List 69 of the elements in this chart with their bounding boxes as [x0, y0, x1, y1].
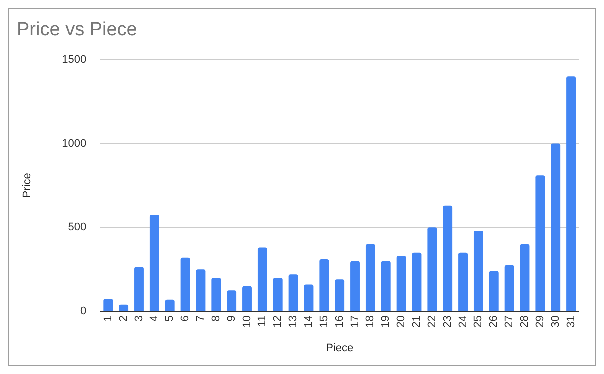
x-tick-label: 11: [256, 316, 269, 327]
x-tick-label: 7: [194, 316, 207, 322]
bar: [180, 258, 190, 312]
x-tick-label: 18: [364, 316, 377, 328]
bar: [227, 290, 237, 312]
bar: [366, 244, 376, 312]
bar: [536, 176, 546, 312]
bar: [428, 228, 438, 312]
bar: [489, 271, 499, 312]
bar: [212, 278, 222, 312]
bar: [566, 76, 576, 312]
bar: [320, 260, 330, 312]
bar: [242, 286, 252, 312]
y-tick-label: 1500: [62, 54, 87, 66]
x-tick-label: 10: [241, 316, 254, 328]
y-axis-title: Price: [22, 173, 34, 198]
x-tick-label: 20: [396, 316, 408, 328]
x-tick-label: 15: [318, 316, 330, 328]
x-tick-label: 6: [180, 316, 192, 322]
x-tick-label: 30: [550, 316, 562, 328]
y-tick-label: 0: [80, 306, 87, 318]
x-tick-label: 19: [380, 316, 392, 328]
x-tick-label: 5: [164, 316, 176, 322]
x-tick-label: 16: [334, 316, 346, 328]
bar: [273, 278, 283, 312]
bar: [458, 252, 468, 312]
bar: [474, 231, 484, 312]
bar: [165, 300, 175, 312]
x-tick-label: 3: [133, 316, 146, 322]
bar: [258, 248, 268, 312]
bar: [350, 261, 360, 312]
bar: [304, 284, 314, 312]
x-axis-title: Piece: [326, 342, 354, 354]
bar: [412, 252, 422, 312]
x-tick-label: 28: [519, 316, 532, 328]
x-tick-label: 13: [288, 316, 300, 328]
x-tick-label: 4: [148, 316, 161, 322]
x-tick-label: 22: [426, 316, 438, 328]
bar: [134, 267, 144, 312]
x-tick-label: 2: [118, 316, 130, 322]
bar: [520, 244, 530, 312]
x-tick-label: 17: [349, 316, 362, 328]
x-tick-label: 23: [442, 316, 454, 328]
y-tick-label: 500: [68, 222, 87, 234]
x-tick-label: 1: [102, 316, 114, 322]
y-tick-label: 1000: [62, 138, 87, 150]
x-tick-label: 26: [488, 316, 500, 328]
chart-title: Price vs Piece: [17, 20, 138, 41]
bar: [104, 298, 114, 312]
bar: [119, 304, 129, 312]
bar: [443, 206, 453, 312]
bar: [551, 144, 561, 312]
x-tick-label: 24: [457, 316, 470, 328]
bar: [335, 280, 345, 312]
x-tick-label: 14: [303, 316, 316, 328]
bar: [196, 270, 206, 312]
bar: [381, 261, 391, 312]
x-tick-label: 27: [504, 316, 516, 328]
x-tick-label: 21: [411, 316, 424, 328]
bar: [396, 256, 406, 312]
x-tick-label: 31: [565, 316, 578, 328]
x-tick-label: 12: [272, 316, 284, 328]
bar: [504, 265, 514, 312]
x-tick-label: 8: [210, 316, 222, 322]
x-tick-label: 29: [534, 316, 546, 328]
x-tick-label: 9: [226, 316, 238, 322]
bar: [150, 215, 160, 312]
bar: [288, 274, 298, 312]
x-tick-label: 25: [472, 316, 485, 328]
